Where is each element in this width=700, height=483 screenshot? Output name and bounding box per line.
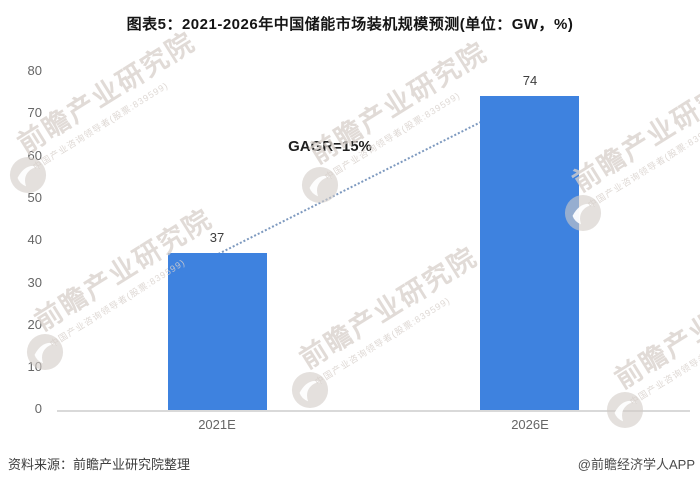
watermark-subtext: 中国产业咨询领导者(股票:839599): [586, 118, 700, 211]
y-axis-tick: 40: [27, 232, 42, 247]
y-axis-tick: 60: [27, 148, 42, 163]
watermark: 前瞻产业研究院 中国产业咨询领导者(股票:839599): [606, 261, 700, 434]
watermark: 前瞻产业研究院 中国产业咨询领导者(股票:839599): [564, 64, 700, 237]
credit-note: @前瞻经济学人APP: [577, 457, 695, 472]
y-axis-tick: 20: [27, 317, 42, 332]
watermark-text-group: 前瞻产业研究院 中国产业咨询领导者(股票:839599): [564, 58, 700, 211]
watermark-text-group: 前瞻产业研究院 中国产业咨询领导者(股票:839599): [606, 255, 700, 408]
y-axis-tick: 70: [27, 105, 42, 120]
qianzhan-logo-icon: [291, 371, 329, 409]
y-axis-tick: 50: [27, 190, 42, 205]
y-axis-tick: 10: [27, 359, 42, 374]
y-axis-tick: 0: [34, 401, 42, 416]
x-axis-label-2026e: 2026E: [511, 417, 549, 432]
qianzhan-logo-icon: [301, 166, 339, 204]
cagr-annotation: GAGR=15%: [288, 138, 372, 155]
watermark-text-group: 前瞻产业研究院 中国产业咨询领导者(股票:839599): [291, 235, 491, 388]
watermark-text: 前瞻产业研究院: [294, 241, 483, 375]
watermark-text: 前瞻产业研究院: [609, 261, 700, 395]
watermark: 前瞻产业研究院 中国产业咨询领导者(股票:839599): [9, 26, 249, 199]
x-axis-label-2021e: 2021E: [198, 417, 236, 432]
bar-2021e: [168, 253, 267, 410]
bar-2026e: [480, 96, 579, 410]
watermark-subtext: 中国产业咨询领导者(股票:839599): [31, 80, 171, 173]
y-axis-tick: 30: [27, 275, 42, 290]
x-axis-line: [57, 410, 690, 412]
y-axis-tick: 80: [27, 63, 42, 78]
watermark-subtext: 中国产业咨询领导者(股票:839599): [313, 295, 453, 388]
bar-value-2021e: 37: [209, 230, 225, 245]
source-note: 资料来源：前瞻产业研究院整理: [8, 457, 191, 472]
chart-title: 图表5：2021-2026年中国储能市场装机规模预测(单位：GW，%): [126, 16, 574, 33]
watermark-text: 前瞻产业研究院: [12, 26, 201, 160]
watermark-text: 前瞻产业研究院: [567, 64, 700, 198]
bar-value-2026e: 74: [522, 73, 538, 88]
watermark-subtext: 中国产业咨询领导者(股票:839599): [628, 315, 700, 408]
